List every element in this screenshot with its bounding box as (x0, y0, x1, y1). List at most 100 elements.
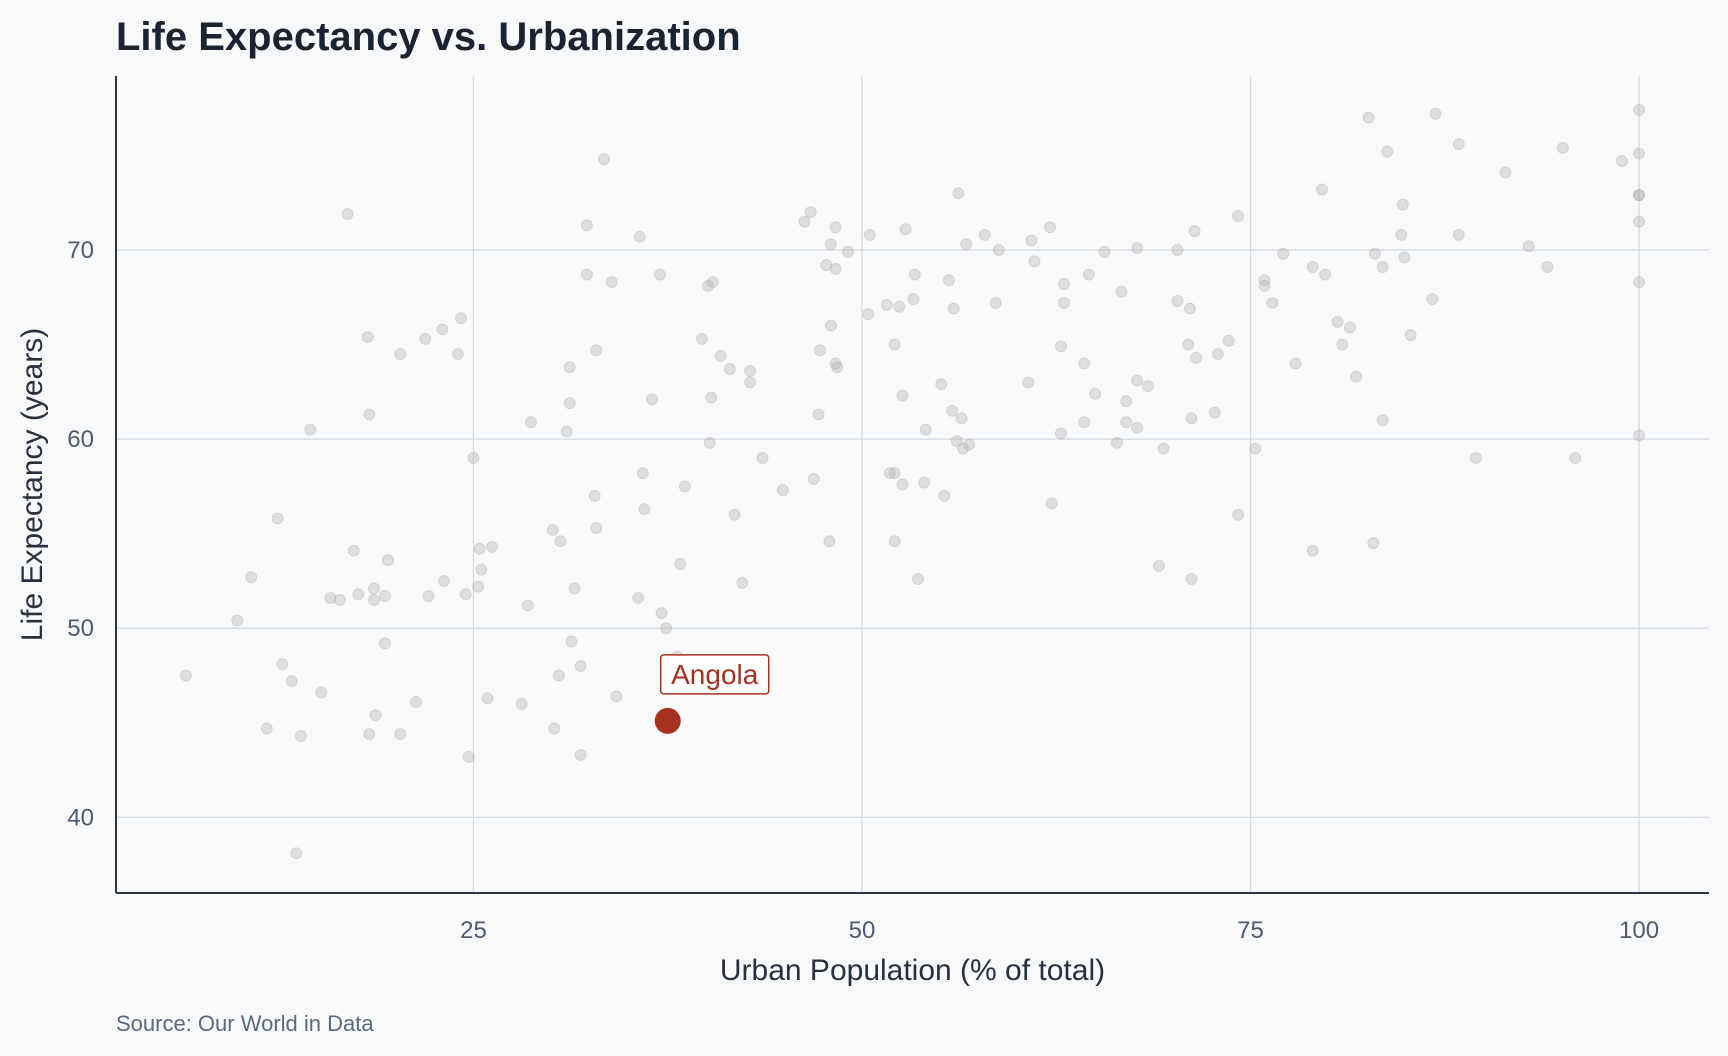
data-point[interactable] (1258, 274, 1271, 287)
data-point[interactable] (361, 330, 374, 343)
data-point[interactable] (1152, 559, 1165, 572)
data-point[interactable] (824, 319, 837, 332)
data-point[interactable] (315, 686, 328, 699)
data-point[interactable] (829, 357, 842, 370)
data-point[interactable] (919, 423, 932, 436)
data-point[interactable] (1398, 251, 1411, 264)
data-point[interactable] (989, 296, 1002, 309)
data-point[interactable] (1232, 508, 1245, 521)
data-point[interactable] (723, 363, 736, 376)
data-point[interactable] (1633, 215, 1646, 228)
data-point[interactable] (950, 435, 963, 448)
data-point[interactable] (632, 591, 645, 604)
data-point[interactable] (1188, 225, 1201, 238)
data-point[interactable] (842, 245, 855, 258)
data-point[interactable] (1289, 357, 1302, 370)
data-point[interactable] (271, 512, 284, 525)
data-point[interactable] (695, 332, 708, 345)
data-point[interactable] (324, 591, 337, 604)
data-point[interactable] (888, 535, 901, 548)
data-point[interactable] (955, 412, 968, 425)
data-point[interactable] (893, 300, 906, 313)
data-point[interactable] (1058, 296, 1071, 309)
data-point[interactable] (1541, 261, 1554, 274)
data-point[interactable] (290, 847, 303, 860)
data-point[interactable] (467, 452, 480, 465)
data-point[interactable] (1615, 155, 1628, 168)
data-point[interactable] (702, 279, 715, 292)
data-point[interactable] (1054, 427, 1067, 440)
data-point[interactable] (706, 276, 719, 289)
data-point[interactable] (1022, 376, 1035, 389)
data-point[interactable] (714, 349, 727, 362)
data-point[interactable] (862, 308, 875, 321)
data-point[interactable] (285, 675, 298, 688)
data-point[interactable] (1306, 544, 1319, 557)
data-point[interactable] (568, 582, 581, 595)
data-point[interactable] (1171, 295, 1184, 308)
data-point[interactable] (1426, 293, 1439, 306)
data-point[interactable] (1098, 245, 1111, 258)
data-point[interactable] (946, 404, 959, 417)
data-point[interactable] (1429, 107, 1442, 120)
data-point[interactable] (552, 669, 565, 682)
data-point[interactable] (907, 293, 920, 306)
data-point[interactable] (1633, 276, 1646, 289)
data-point[interactable] (804, 206, 817, 219)
data-point[interactable] (560, 425, 573, 438)
data-point[interactable] (179, 669, 192, 682)
data-point[interactable] (333, 593, 346, 606)
data-point[interactable] (1082, 268, 1095, 281)
data-point[interactable] (1054, 340, 1067, 353)
data-point[interactable] (888, 338, 901, 351)
data-point[interactable] (1499, 166, 1512, 179)
data-point[interactable] (646, 393, 659, 406)
data-point[interactable] (1633, 147, 1646, 160)
data-point[interactable] (363, 408, 376, 421)
data-point[interactable] (1343, 321, 1356, 334)
data-point[interactable] (574, 660, 587, 673)
data-point[interactable] (409, 695, 422, 708)
data-point[interactable] (1115, 285, 1128, 298)
data-point[interactable] (918, 476, 931, 489)
data-point[interactable] (1404, 329, 1417, 342)
data-point[interactable] (1141, 380, 1154, 393)
data-point[interactable] (1131, 374, 1144, 387)
data-point[interactable] (1396, 198, 1409, 211)
data-point[interactable] (807, 472, 820, 485)
data-point[interactable] (947, 302, 960, 315)
data-point[interactable] (776, 484, 789, 497)
data-point[interactable] (1232, 209, 1245, 222)
data-point[interactable] (521, 599, 534, 612)
data-point[interactable] (820, 259, 833, 272)
data-point[interactable] (1350, 370, 1363, 383)
data-point[interactable] (728, 508, 741, 521)
data-point[interactable] (863, 228, 876, 241)
data-point[interactable] (524, 416, 537, 429)
data-point[interactable] (1157, 442, 1170, 455)
data-point[interactable] (638, 503, 651, 516)
data-point[interactable] (486, 540, 499, 553)
data-point[interactable] (883, 467, 896, 480)
data-point[interactable] (1367, 537, 1380, 550)
data-point[interactable] (1222, 334, 1235, 347)
data-point[interactable] (660, 622, 673, 635)
data-point[interactable] (1185, 412, 1198, 425)
data-point[interactable] (1381, 145, 1394, 158)
data-point[interactable] (1249, 442, 1262, 455)
data-point[interactable] (598, 153, 611, 166)
data-point[interactable] (378, 637, 391, 650)
data-point[interactable] (1633, 429, 1646, 442)
data-point[interactable] (1316, 183, 1329, 196)
data-point[interactable] (1078, 357, 1091, 370)
data-point[interactable] (1306, 261, 1319, 274)
data-point[interactable] (798, 215, 811, 228)
data-point[interactable] (1556, 141, 1569, 154)
data-point[interactable] (1266, 296, 1279, 309)
data-point[interactable] (992, 243, 1005, 256)
data-point[interactable] (231, 614, 244, 627)
data-point[interactable] (1319, 268, 1332, 281)
data-point[interactable] (472, 580, 485, 593)
data-point[interactable] (705, 391, 718, 404)
data-point[interactable] (1025, 234, 1038, 247)
